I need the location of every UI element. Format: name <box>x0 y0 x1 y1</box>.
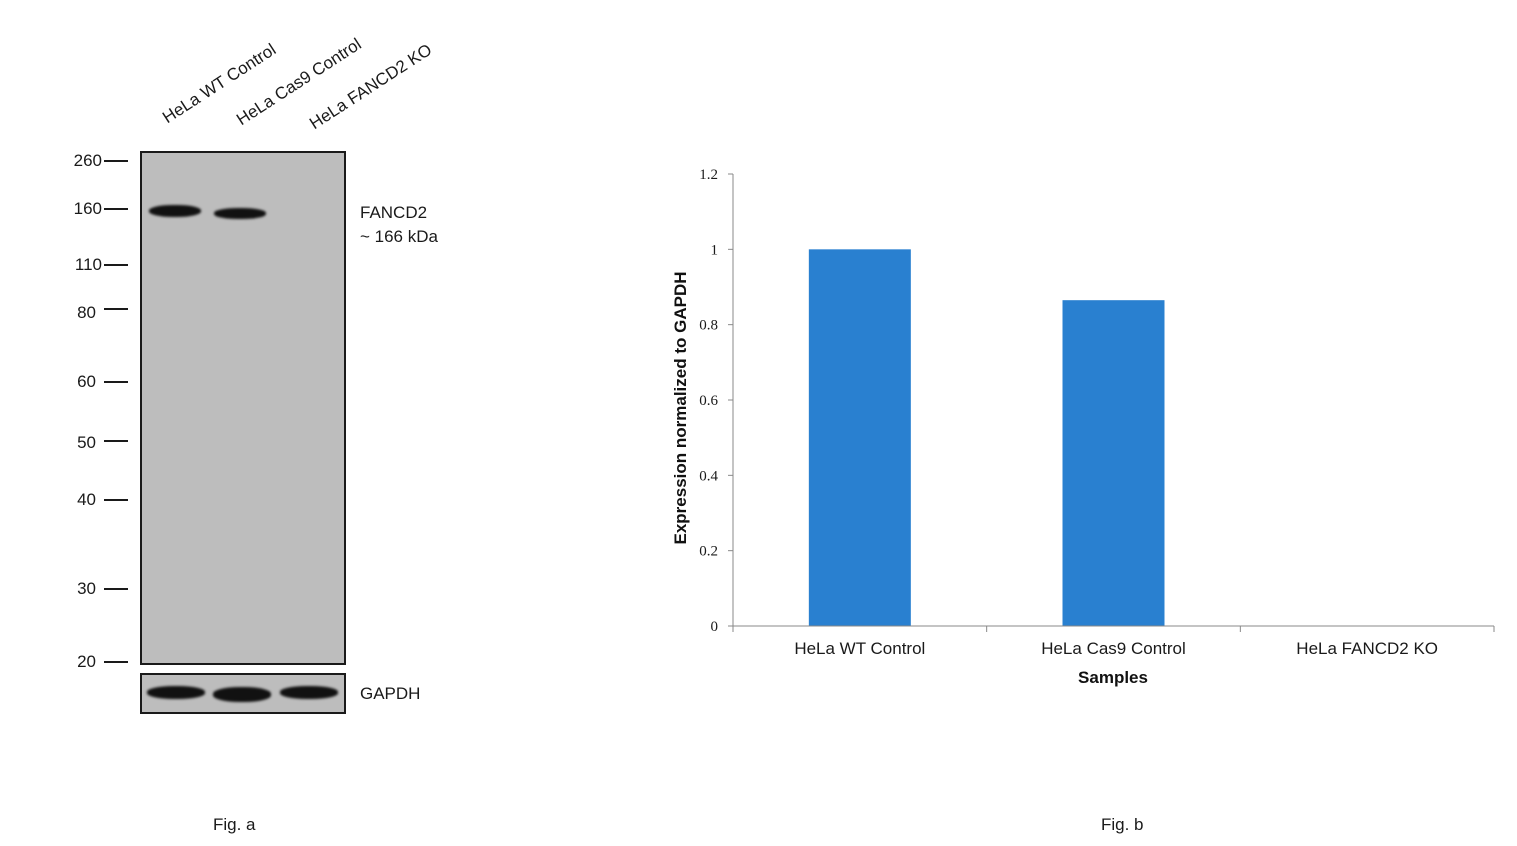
fancd2-band-cas9 <box>214 208 266 219</box>
y-tick-label: 0.8 <box>699 318 718 334</box>
mw-label-30: 30 <box>77 579 96 598</box>
y-tick-label: 0.4 <box>699 468 718 484</box>
mw-label-60: 60 <box>77 372 96 391</box>
mw-tick-160 <box>104 208 128 210</box>
mw-tick-60 <box>104 381 128 383</box>
x-axis-title: Samples <box>1078 668 1148 687</box>
gapdh-band-ko <box>280 686 338 699</box>
fancd2-band-wt <box>149 205 201 217</box>
bar <box>808 249 911 627</box>
y-tick-label: 1 <box>711 242 719 258</box>
mw-tick-30 <box>104 588 128 590</box>
mw-tick-260 <box>104 160 128 162</box>
target-size: ~ 166 kDa <box>360 227 438 246</box>
x-tick-label: HeLa Cas9 Control <box>1041 639 1186 658</box>
gapdh-band-wt <box>147 686 205 699</box>
mw-label-110: 110 <box>74 255 102 274</box>
mw-label-20: 20 <box>77 652 96 671</box>
loading-control-label: GAPDH <box>360 684 421 703</box>
figure-b-caption: Fig. b <box>1101 815 1144 834</box>
mw-tick-50 <box>104 440 128 442</box>
mw-label-40: 40 <box>77 490 96 509</box>
blot-gapdh-panel <box>140 673 346 714</box>
target-name: FANCD2 <box>360 203 428 222</box>
y-tick-label: 0.6 <box>699 393 718 409</box>
mw-label-160: 160 <box>73 199 102 218</box>
mw-label-260: 260 <box>73 151 102 170</box>
mw-label-50: 50 <box>77 433 96 452</box>
y-axis-ticks: 0 0.2 0.4 0.6 0.8 1 1.2 <box>699 167 733 635</box>
x-tick-label: HeLa FANCD2 KO <box>1296 639 1438 658</box>
mw-tick-80 <box>104 308 128 310</box>
x-axis-ticks: HeLa WT Control HeLa Cas9 Control HeLa FAN… <box>732 626 1495 658</box>
y-axis-title: Expression normalized to GAPDH <box>671 272 690 545</box>
blot-main-panel <box>140 151 346 665</box>
x-tick-label: HeLa WT Control <box>794 639 925 658</box>
y-tick-label: 0 <box>711 619 719 635</box>
y-tick-label: 1.2 <box>699 167 718 183</box>
mw-tick-20 <box>104 661 128 663</box>
bars <box>808 249 1165 627</box>
gapdh-band-cas9 <box>213 687 271 702</box>
mw-label-80: 80 <box>77 303 96 322</box>
mw-tick-40 <box>104 499 128 501</box>
figure-a-caption: Fig. a <box>213 815 256 834</box>
y-tick-label: 0.2 <box>699 544 718 560</box>
mw-tick-110 <box>104 264 128 266</box>
bar <box>1062 300 1165 626</box>
